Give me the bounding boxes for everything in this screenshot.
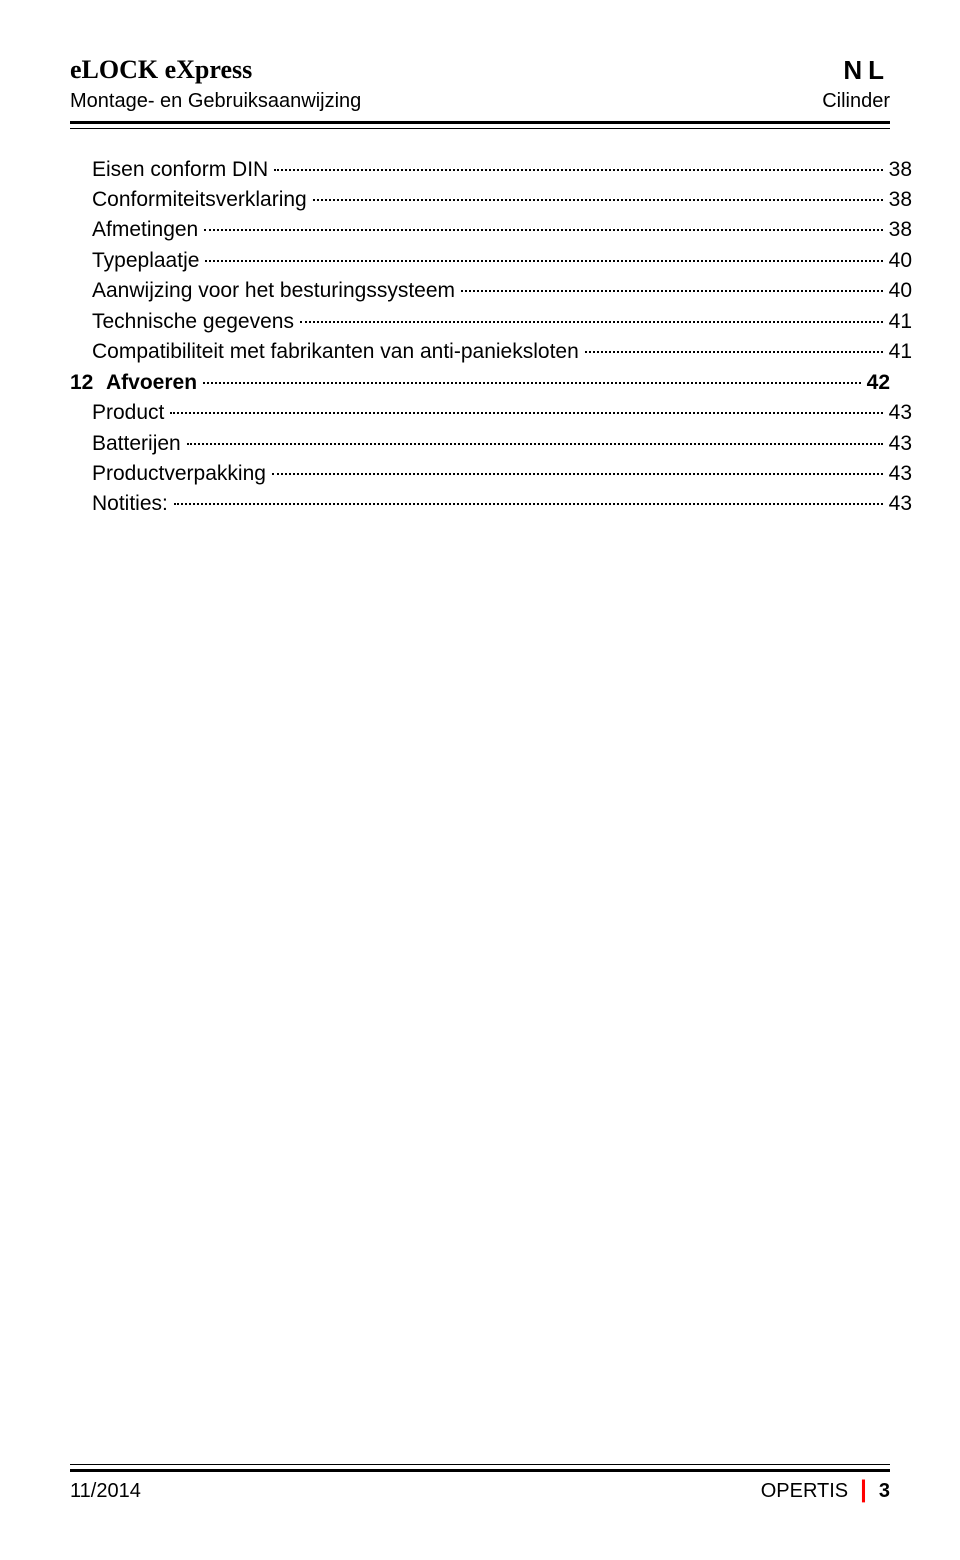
toc-entry: Batterijen 43 <box>70 429 912 459</box>
footer-right: OPERTIS | 3 <box>761 1476 890 1504</box>
header-rule-thin <box>70 128 890 129</box>
header-rule-thick <box>70 121 890 124</box>
product-subtitle: Cilinder <box>822 89 890 113</box>
toc-entry: Productverpakking 43 <box>70 459 912 489</box>
toc-leader-dots <box>203 382 861 384</box>
page-footer: 11/2014 OPERTIS | 3 <box>70 1464 890 1504</box>
toc-entry: 12Afvoeren 42 <box>70 368 890 398</box>
toc-entry: Afmetingen 38 <box>70 215 912 245</box>
toc-leader-dots <box>272 473 883 475</box>
toc-leader-dots <box>461 290 883 292</box>
toc-entry: Technische gegevens 41 <box>70 307 912 337</box>
toc-entry: Eisen conform DIN 38 <box>70 155 912 185</box>
toc-entry: Notities: 43 <box>70 489 912 519</box>
toc-page-number: 43 <box>889 429 912 459</box>
footer-rule-thick <box>70 1469 890 1472</box>
toc-page-number: 40 <box>889 246 912 276</box>
toc-chapter-number: 12 <box>70 368 106 398</box>
toc-page-number: 38 <box>889 155 912 185</box>
footer-row: 11/2014 OPERTIS | 3 <box>70 1476 890 1504</box>
toc-label: Afvoeren <box>106 368 197 398</box>
brand-name: eLOCK eXpress <box>70 56 252 85</box>
toc-leader-dots <box>187 443 883 445</box>
toc-page-number: 42 <box>867 368 890 398</box>
toc-label: Aanwijzing voor het besturingssysteem <box>92 276 455 306</box>
toc-leader-dots <box>274 169 882 171</box>
toc-entry: Conformiteitsverklaring 38 <box>70 185 912 215</box>
page-header: eLOCK eXpress NL Montage- en Gebruiksaan… <box>70 56 890 129</box>
toc-entry: Product 43 <box>70 398 912 428</box>
toc-label: Technische gegevens <box>92 307 294 337</box>
toc-label: Compatibiliteit met fabrikanten van anti… <box>92 337 579 367</box>
toc-label: Productverpakking <box>92 459 266 489</box>
toc-page-number: 40 <box>889 276 912 306</box>
toc-leader-dots <box>174 503 883 505</box>
toc-entry: Compatibiliteit met fabrikanten van anti… <box>70 337 912 367</box>
toc-leader-dots <box>300 321 883 323</box>
header-bottom-row: Montage- en Gebruiksaanwijzing Cilinder <box>70 89 890 113</box>
toc-label: Typeplaatje <box>92 246 199 276</box>
header-top-row: eLOCK eXpress NL <box>70 56 890 85</box>
toc-entry: Aanwijzing voor het besturingssysteem 40 <box>70 276 912 306</box>
toc-leader-dots <box>205 260 882 262</box>
language-code: NL <box>843 56 890 85</box>
toc-leader-dots <box>170 412 882 414</box>
toc-page-number: 43 <box>889 489 912 519</box>
toc-page-number: 41 <box>889 307 912 337</box>
page-number: 3 <box>879 1480 890 1503</box>
toc-leader-dots <box>585 351 883 353</box>
toc-page-number: 43 <box>889 398 912 428</box>
toc-leader-dots <box>313 199 883 201</box>
toc-label: Batterijen <box>92 429 181 459</box>
footer-brand: OPERTIS <box>761 1480 848 1503</box>
toc-leader-dots <box>204 229 882 231</box>
footer-date: 11/2014 <box>70 1480 141 1503</box>
toc-label: Afmetingen <box>92 215 198 245</box>
toc-label: Product <box>92 398 164 428</box>
toc-page-number: 41 <box>889 337 912 367</box>
document-page: eLOCK eXpress NL Montage- en Gebruiksaan… <box>0 0 960 1560</box>
toc-page-number: 38 <box>889 215 912 245</box>
table-of-contents: Eisen conform DIN38Conformiteitsverklari… <box>70 155 890 520</box>
toc-page-number: 38 <box>889 185 912 215</box>
document-subtitle: Montage- en Gebruiksaanwijzing <box>70 89 361 113</box>
toc-label: Notities: <box>92 489 168 519</box>
footer-divider: | <box>858 1476 869 1504</box>
footer-rule-thin <box>70 1464 890 1465</box>
toc-label: Eisen conform DIN <box>92 155 268 185</box>
toc-label: Conformiteitsverklaring <box>92 185 307 215</box>
toc-page-number: 43 <box>889 459 912 489</box>
toc-entry: Typeplaatje 40 <box>70 246 912 276</box>
